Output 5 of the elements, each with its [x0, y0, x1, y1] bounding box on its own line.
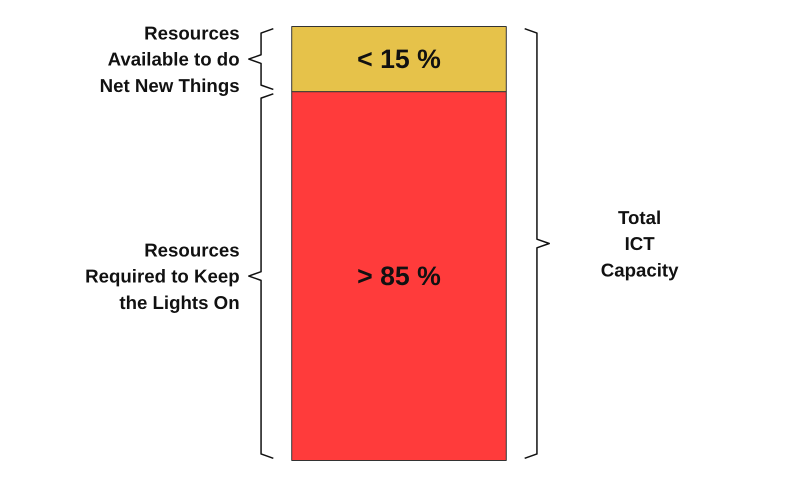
text: Resources Available to do Net New Things: [100, 22, 240, 96]
data-label: < 15 %: [357, 44, 441, 74]
data-label: > 85 %: [357, 261, 441, 292]
text: Total ICT Capacity: [600, 206, 680, 280]
text: Resources Required to Keep the Lights On: [85, 239, 240, 313]
